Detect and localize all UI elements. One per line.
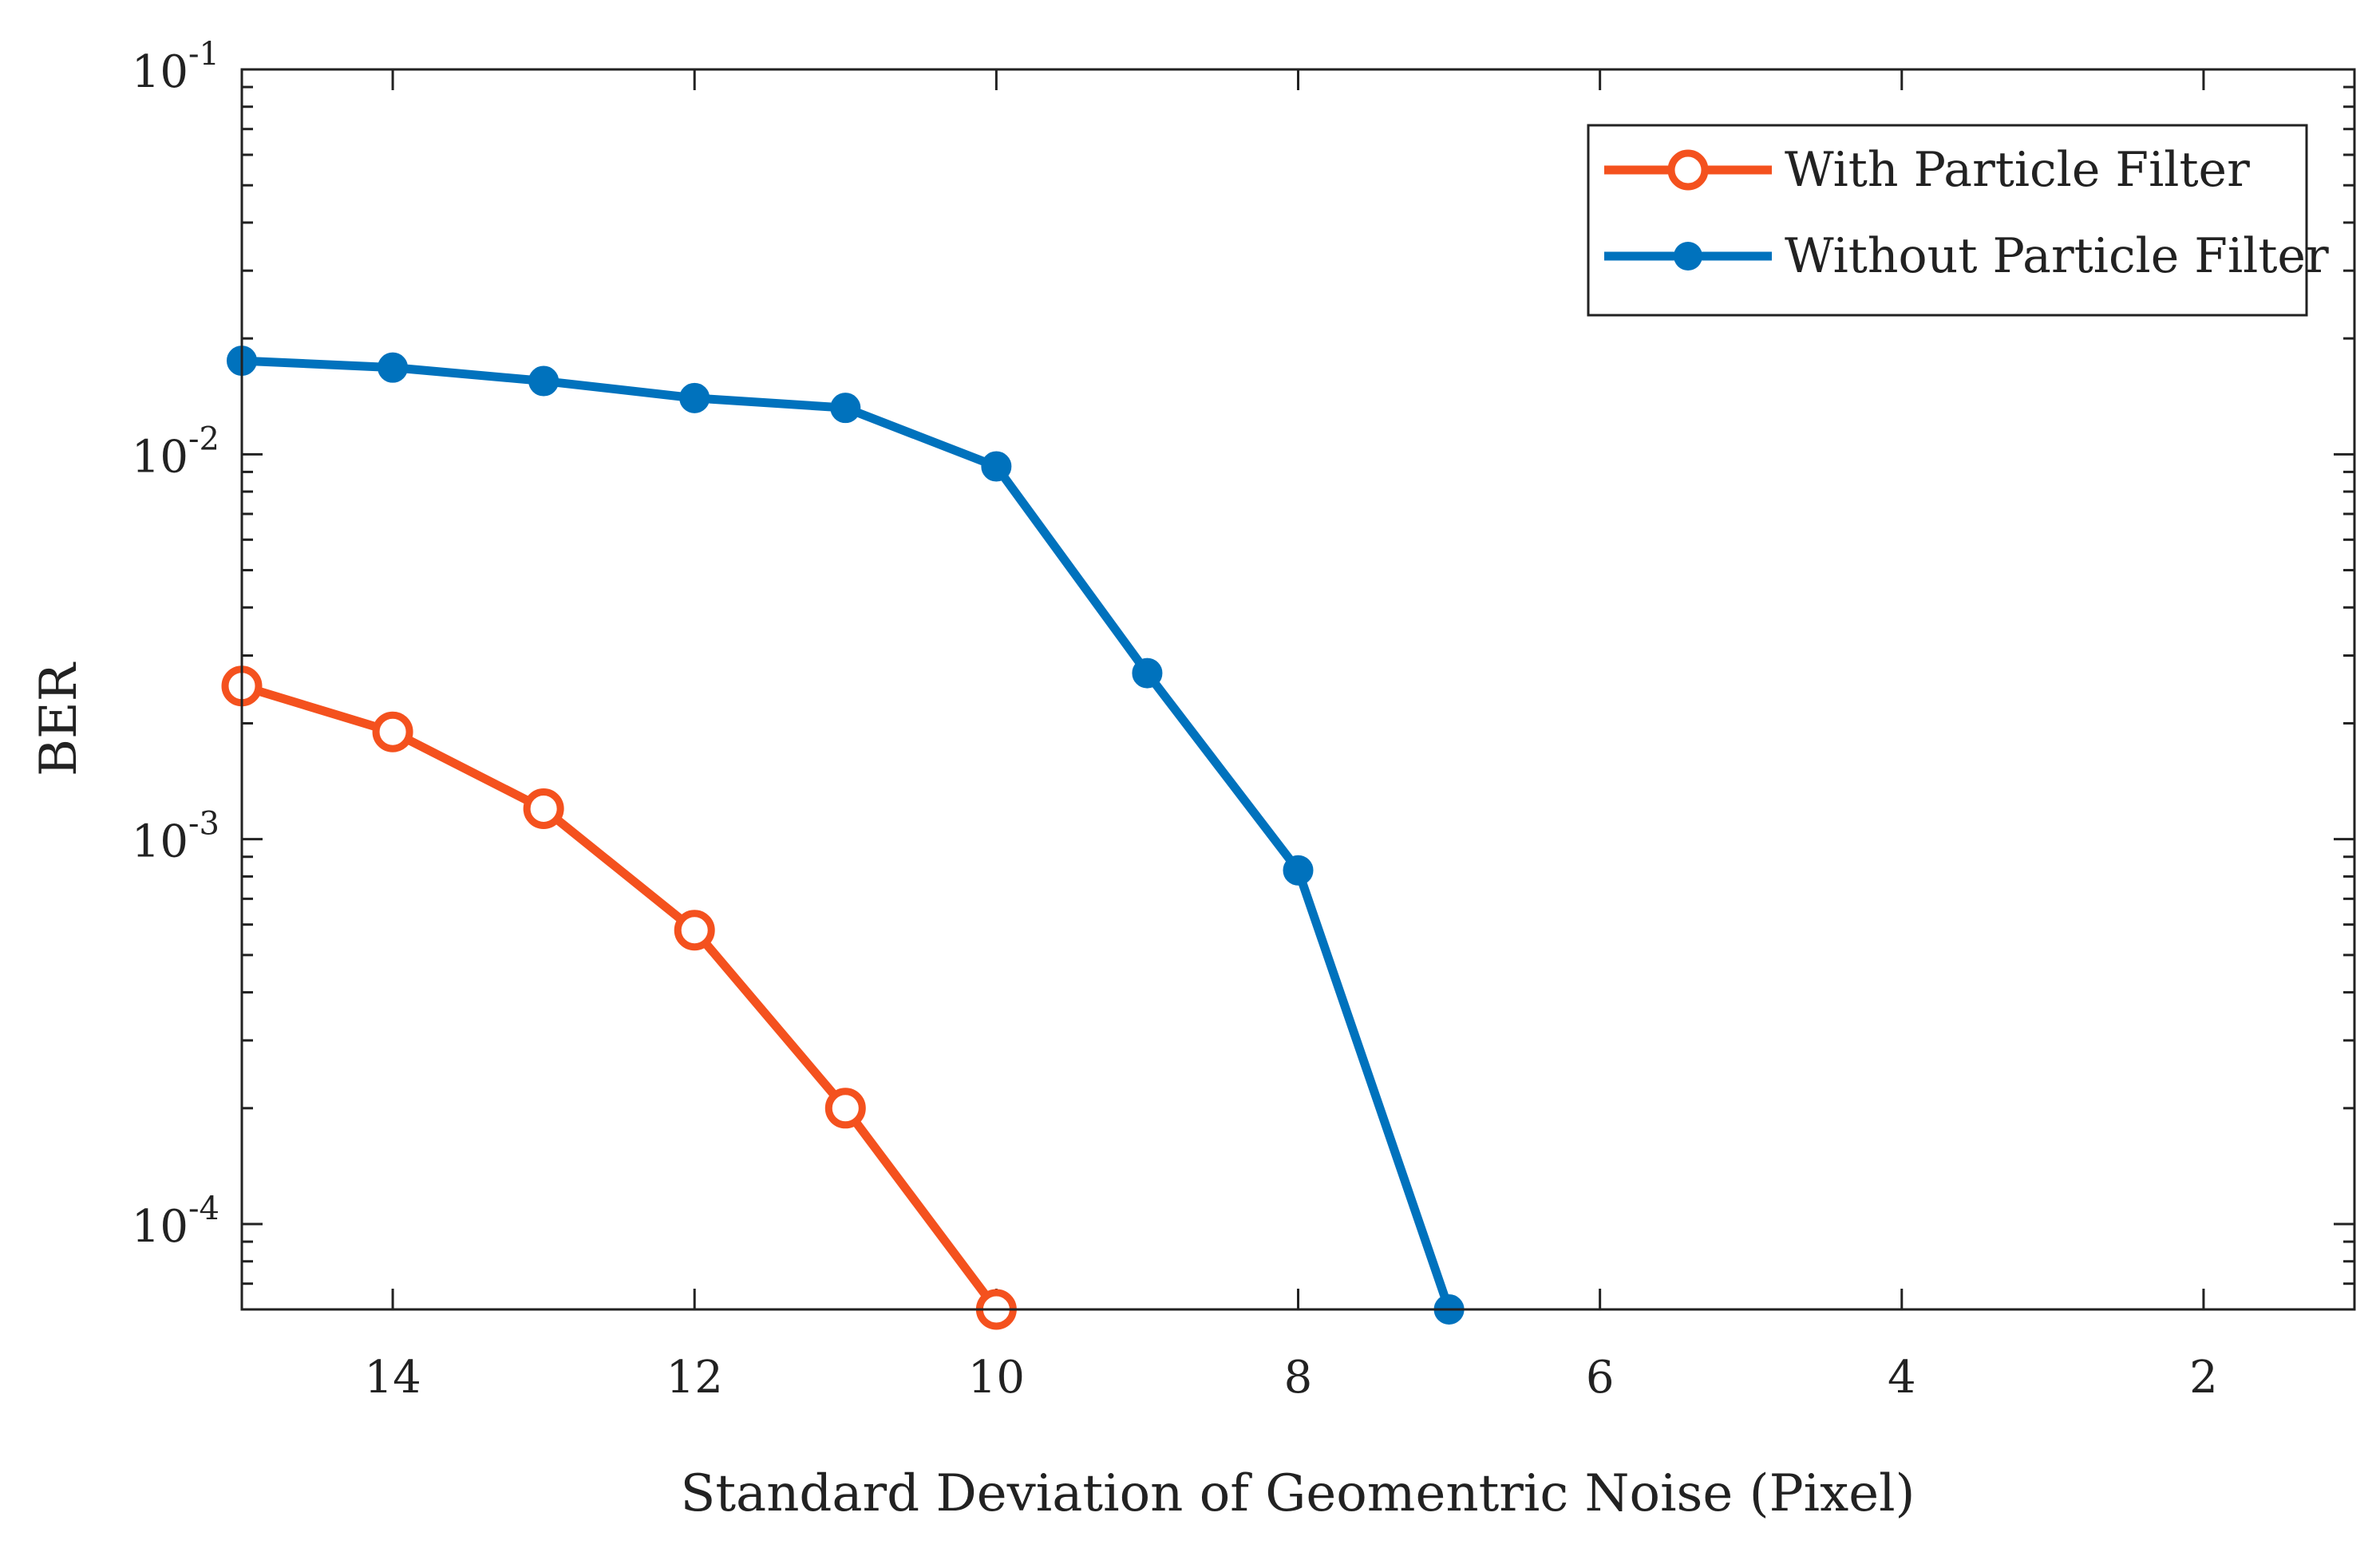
x-axis-title: Standard Deviation of Geomentric Noise (… — [680, 1464, 1915, 1523]
y-tick-label: 10-1 — [132, 36, 219, 98]
plot-frame — [240, 68, 2356, 1311]
axis-labels: 14 12 10 8 6 4 2 10-4 10-3 10-2 10-1 — [132, 36, 2218, 1404]
data-point-without-filter — [679, 382, 710, 413]
data-point-with-filter — [674, 910, 715, 951]
legend: With Particle Filter Without Particle Fi… — [1587, 124, 2329, 317]
y-axis-title: BER — [30, 661, 89, 776]
y-tick-label: 10-3 — [132, 806, 219, 868]
legend-box — [1587, 124, 2308, 317]
data-point-without-filter — [528, 365, 559, 397]
x-tick-label: 10 — [968, 1352, 1025, 1404]
x-tick-label: 12 — [666, 1352, 723, 1404]
legend-label-without-filter: Without Particle Filter — [1785, 228, 2329, 284]
axis-ticks — [242, 68, 2354, 1311]
data-point-without-filter — [378, 352, 409, 383]
data-point-without-filter — [1283, 855, 1314, 886]
legend-marker-without-filter — [1674, 242, 1702, 271]
y-tick-label: 10-4 — [132, 1191, 219, 1253]
x-tick-label: 6 — [1586, 1352, 1615, 1404]
y-tick-label: 10-2 — [132, 421, 219, 483]
data-point-without-filter — [830, 393, 861, 424]
x-tick-label: 2 — [2189, 1352, 2218, 1404]
data-point-with-filter — [523, 788, 564, 829]
data-point-without-filter — [981, 451, 1012, 482]
data-series — [221, 346, 1465, 1330]
data-point-with-filter — [824, 1088, 866, 1129]
x-tick-label: 4 — [1888, 1352, 1916, 1404]
x-tick-label: 8 — [1284, 1352, 1313, 1404]
x-tick-label: 14 — [364, 1352, 421, 1404]
legend-label-with-filter: With Particle Filter — [1785, 142, 2250, 198]
series-line-0 — [237, 681, 1001, 1314]
data-point-without-filter — [1132, 658, 1163, 689]
data-point-with-filter — [372, 711, 413, 752]
legend-marker-with-filter — [1667, 149, 1709, 191]
